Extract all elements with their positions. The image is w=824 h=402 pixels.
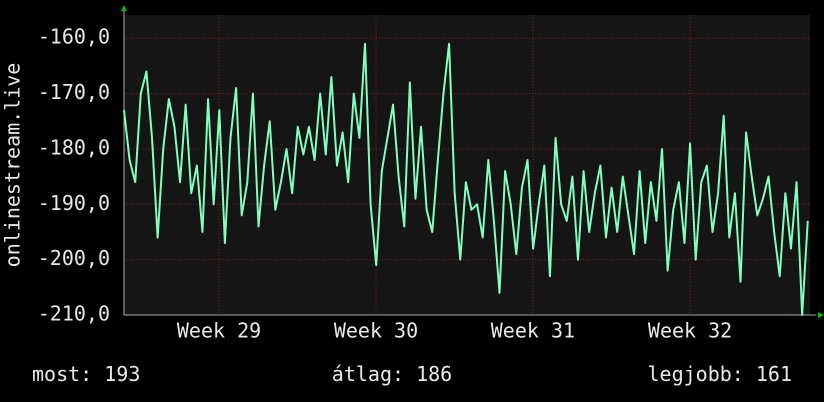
x-tick-label: Week 32 xyxy=(648,319,732,343)
plot-area xyxy=(124,15,810,315)
axis-arrow xyxy=(818,312,824,318)
stat-text: átlag: 186 xyxy=(332,362,452,386)
stat-text: legjobb: 161 xyxy=(648,362,793,386)
stat-label: legjobb: xyxy=(648,362,744,386)
axis-arrow xyxy=(121,5,127,11)
stat-value: 161 xyxy=(756,362,792,386)
stat-value: 186 xyxy=(416,362,452,386)
y-tick-label: -210,0 xyxy=(38,302,110,326)
x-tick-label: Week 29 xyxy=(177,319,261,343)
y-axis-label: onlinestream.live xyxy=(1,63,25,268)
stat-label: átlag: xyxy=(332,362,404,386)
x-tick-label: Week 30 xyxy=(334,319,418,343)
stat-label: most: xyxy=(32,362,92,386)
y-tick-label: -180,0 xyxy=(38,135,110,159)
data-line xyxy=(123,42,809,316)
x-tick-label: Week 31 xyxy=(491,319,575,343)
stat-value: 193 xyxy=(104,362,140,386)
y-tick-label: -200,0 xyxy=(38,246,110,270)
y-tick-label: -160,0 xyxy=(38,25,110,49)
y-tick-label: -170,0 xyxy=(38,80,110,104)
stat-text: most: 193 xyxy=(32,362,140,386)
y-tick-label: -190,0 xyxy=(38,191,110,215)
